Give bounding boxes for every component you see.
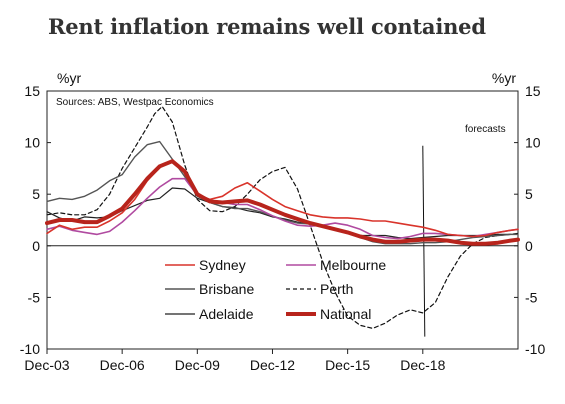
axes: -10 -10 -5 -5 0 0 5 5 10 10 15 15 Dec-03 Dec-06 Dec-09… xyxy=(20,83,546,373)
plot-frame xyxy=(46,90,519,350)
series-brisbane xyxy=(46,140,519,245)
y-axis-unit-right: %yr xyxy=(492,70,516,86)
y-tick-label-right: 0 xyxy=(525,238,533,254)
series-melbourne xyxy=(46,177,519,240)
y-tick-label-right: 15 xyxy=(525,83,541,99)
y-tick-label-right: 10 xyxy=(525,135,541,151)
series-perth xyxy=(46,105,519,329)
x-tick-label: Dec-03 xyxy=(24,357,69,373)
source-note: Sources: ABS, Westpac Economics xyxy=(56,97,214,108)
legend-label-melbourne: Melbourne xyxy=(320,257,386,273)
legend-label-perth: Perth xyxy=(320,281,353,297)
y-tick-label-right: 5 xyxy=(525,186,533,202)
legend-label-brisbane: Brisbane xyxy=(199,281,254,297)
y-axis-unit-left: %yr xyxy=(57,70,81,86)
y-tick-label-right: -10 xyxy=(525,341,545,357)
chart-labels: %yr %yr Sources: ABS, Westpac Economics … xyxy=(56,70,516,135)
y-tick-label-left: 15 xyxy=(24,83,40,99)
y-tick-label-left: -5 xyxy=(28,289,41,305)
y-tick-label-left: -10 xyxy=(20,341,40,357)
y-tick-label-right: -5 xyxy=(525,289,538,305)
legend: Sydney Melbourne Brisbane Perth Adelaide Nati… xyxy=(165,257,386,322)
series-sydney xyxy=(46,159,519,238)
x-tick-label: Dec-15 xyxy=(325,357,370,373)
y-tick-label-left: 5 xyxy=(32,186,40,202)
series-lines xyxy=(45,105,520,329)
x-tick-label: Dec-09 xyxy=(175,357,220,373)
x-tick-label: Dec-18 xyxy=(400,357,445,373)
y-tick-label-left: 0 xyxy=(32,238,40,254)
x-tick-label: Dec-12 xyxy=(250,357,295,373)
forecasts-annotation: forecasts xyxy=(465,124,506,135)
legend-label-national: National xyxy=(320,306,371,322)
chart-title: Rent inflation remains well contained xyxy=(48,14,486,39)
series-national xyxy=(45,159,520,246)
legend-label-adelaide: Adelaide xyxy=(199,306,254,322)
x-tick-label: Dec-06 xyxy=(100,357,145,373)
legend-label-sydney: Sydney xyxy=(199,257,246,273)
y-tick-label-left: 10 xyxy=(24,135,40,151)
